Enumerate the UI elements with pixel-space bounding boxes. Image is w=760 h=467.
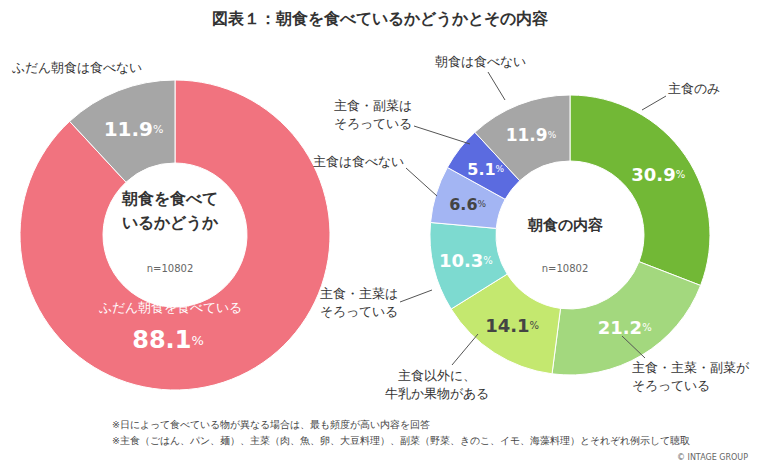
svg-text:※日によって食べている物が異なる場合は、最も頻度が高い内容を: ※日によって食べている物が異なる場合は、最も頻度が高い内容を回答	[112, 419, 430, 430]
svg-text:朝食を食べているかどうか: 朝食を食べているかどうか	[121, 189, 219, 232]
svg-text:ふだん朝食は食べない: ふだん朝食は食べない	[11, 60, 142, 75]
svg-text:朝食の内容: 朝食の内容	[527, 216, 603, 234]
svg-text:n=10802: n=10802	[147, 263, 194, 274]
svg-text:5.1%: 5.1%	[467, 160, 504, 179]
svg-text:11.9%: 11.9%	[104, 117, 164, 141]
svg-text:図表１：朝食を食べているかどうかとその内容: 図表１：朝食を食べているかどうかとその内容	[212, 9, 548, 28]
svg-text:主食のみ: 主食のみ	[668, 81, 720, 96]
svg-text:※主食（ごはん、パン、麺）、主菜（肉、魚、卵、大豆料理）、副: ※主食（ごはん、パン、麺）、主菜（肉、魚、卵、大豆料理）、副菜（野菜、きのこ、イ…	[112, 435, 690, 446]
svg-text:6.6%: 6.6%	[449, 194, 486, 213]
svg-text:主食は食べない: 主食は食べない	[313, 154, 404, 169]
svg-text:14.1%: 14.1%	[485, 315, 539, 336]
svg-text:21.2%: 21.2%	[598, 316, 652, 337]
svg-text:11.9%: 11.9%	[506, 125, 557, 145]
svg-text:主食・主菜はそろっている: 主食・主菜はそろっている	[320, 286, 398, 319]
svg-text:30.9%: 30.9%	[631, 164, 685, 185]
svg-text:主食・主菜・副菜がそろっている: 主食・主菜・副菜がそろっている	[632, 360, 750, 393]
svg-text:© INTAGE GROUP: © INTAGE GROUP	[677, 453, 748, 462]
svg-text:朝食は食べない: 朝食は食べない	[435, 54, 526, 69]
svg-text:ふだん朝食を食べている: ふだん朝食を食べている	[98, 300, 242, 315]
svg-text:10.3%: 10.3%	[439, 249, 493, 270]
svg-text:主食以外に、牛乳か果物がある: 主食以外に、牛乳か果物がある	[385, 368, 489, 401]
svg-text:88.1%: 88.1%	[132, 326, 204, 354]
svg-text:n=10802: n=10802	[542, 263, 589, 274]
svg-text:主食・副菜はそろっている: 主食・副菜はそろっている	[334, 98, 412, 131]
